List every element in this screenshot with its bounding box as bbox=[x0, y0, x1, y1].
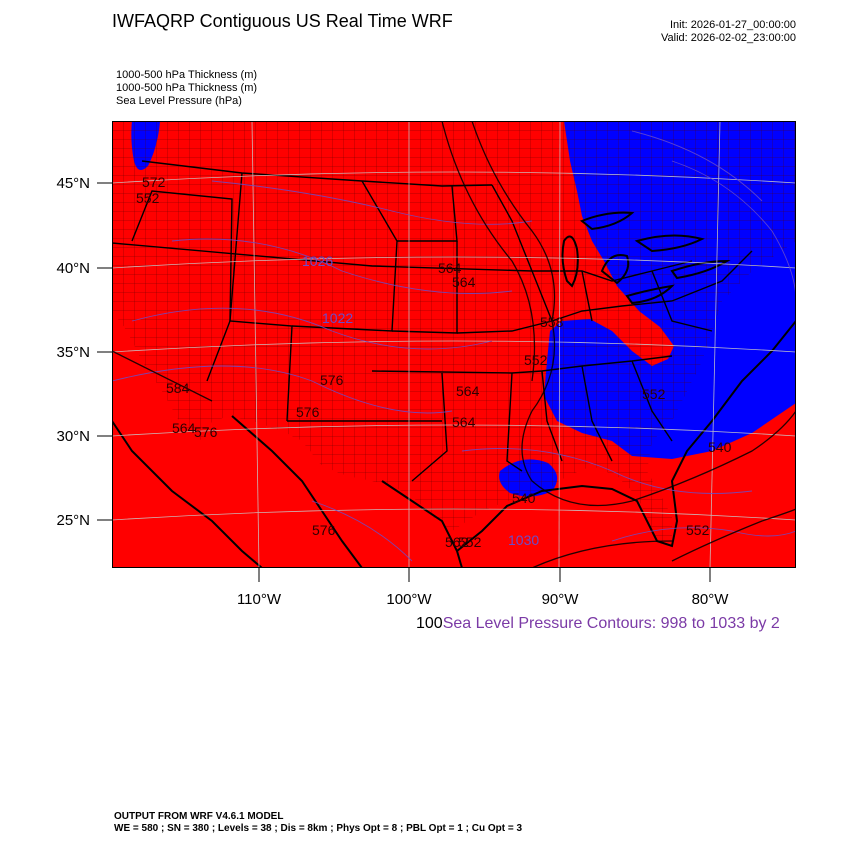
thickness-contours bbox=[112, 121, 796, 568]
contour-info-prefix: 100 bbox=[416, 615, 443, 632]
lon-tick-label: 90°W bbox=[542, 591, 580, 608]
contour-label: 540 bbox=[708, 439, 732, 455]
lat-tick-label: 45°N bbox=[56, 175, 90, 192]
contour-labels: 572 552 564 564 558 552 576 576 564 584 … bbox=[136, 174, 732, 550]
contour-info-text: Sea Level Pressure Contours: 998 to 1033… bbox=[442, 615, 780, 632]
contour-label: 552 bbox=[458, 534, 482, 550]
lat-tick-label: 40°N bbox=[56, 260, 90, 277]
lat-tick-label: 30°N bbox=[56, 428, 90, 445]
contour-label: 564 bbox=[456, 383, 480, 399]
pressure-labels: 1030 1022 1026 bbox=[302, 253, 539, 548]
contour-label: 576 bbox=[194, 424, 218, 440]
contour-label: 552 bbox=[642, 386, 666, 402]
pressure-label: 1026 bbox=[302, 253, 333, 269]
pressure-contours bbox=[112, 130, 796, 562]
contour-label: 584 bbox=[166, 380, 190, 396]
state-borders bbox=[112, 160, 753, 482]
valid-time: Valid: 2026-02-02_23:00:00 bbox=[661, 32, 796, 44]
footer-config: WE = 580 ; SN = 380 ; Levels = 38 ; Dis … bbox=[114, 823, 523, 834]
field-label-thickness: 1000-500 hPa Thickness (m) bbox=[116, 69, 258, 81]
contour-label: 562 bbox=[445, 534, 469, 550]
map-title: IWFAQRP Contiguous US Real Time WRF bbox=[112, 11, 453, 31]
contour-label: 564 bbox=[452, 274, 476, 290]
contour-label: 564 bbox=[452, 414, 476, 430]
lat-tick-label: 35°N bbox=[56, 344, 90, 361]
contour-label: 564 bbox=[172, 420, 196, 436]
contour-label: 564 bbox=[438, 260, 462, 276]
contour-label: 552 bbox=[686, 522, 710, 538]
init-time: Init: 2026-01-27_00:00:00 bbox=[670, 19, 796, 31]
weather-map: 572 552 564 564 558 552 576 576 564 584 … bbox=[112, 121, 796, 568]
field-label-thickness-2: 1000-500 hPa Thickness (m) bbox=[116, 82, 258, 94]
field-label-pressure: Sea Level Pressure (hPa) bbox=[116, 95, 242, 107]
contour-label: 576 bbox=[320, 372, 344, 388]
lon-tick-label: 100°W bbox=[386, 591, 432, 608]
contour-label: 572 bbox=[142, 174, 166, 190]
contour-label: 540 bbox=[512, 490, 536, 506]
pressure-label: 1030 bbox=[508, 532, 539, 548]
contour-label: 576 bbox=[296, 404, 320, 420]
pressure-label: 1022 bbox=[322, 310, 353, 326]
contour-label: 552 bbox=[136, 190, 160, 206]
contour-label: 558 bbox=[540, 314, 564, 330]
contour-label: 552 bbox=[524, 352, 548, 368]
lon-tick-label: 80°W bbox=[692, 591, 730, 608]
county-grid bbox=[112, 121, 796, 541]
lat-tick-label: 25°N bbox=[56, 512, 90, 529]
contour-info: 100Sea Level Pressure Contours: 998 to 1… bbox=[416, 615, 780, 633]
footer-model: OUTPUT FROM WRF V4.6.1 MODEL bbox=[114, 811, 284, 822]
coastlines bbox=[112, 211, 796, 568]
lon-tick-label: 110°W bbox=[237, 591, 282, 608]
contour-label: 576 bbox=[312, 522, 336, 538]
